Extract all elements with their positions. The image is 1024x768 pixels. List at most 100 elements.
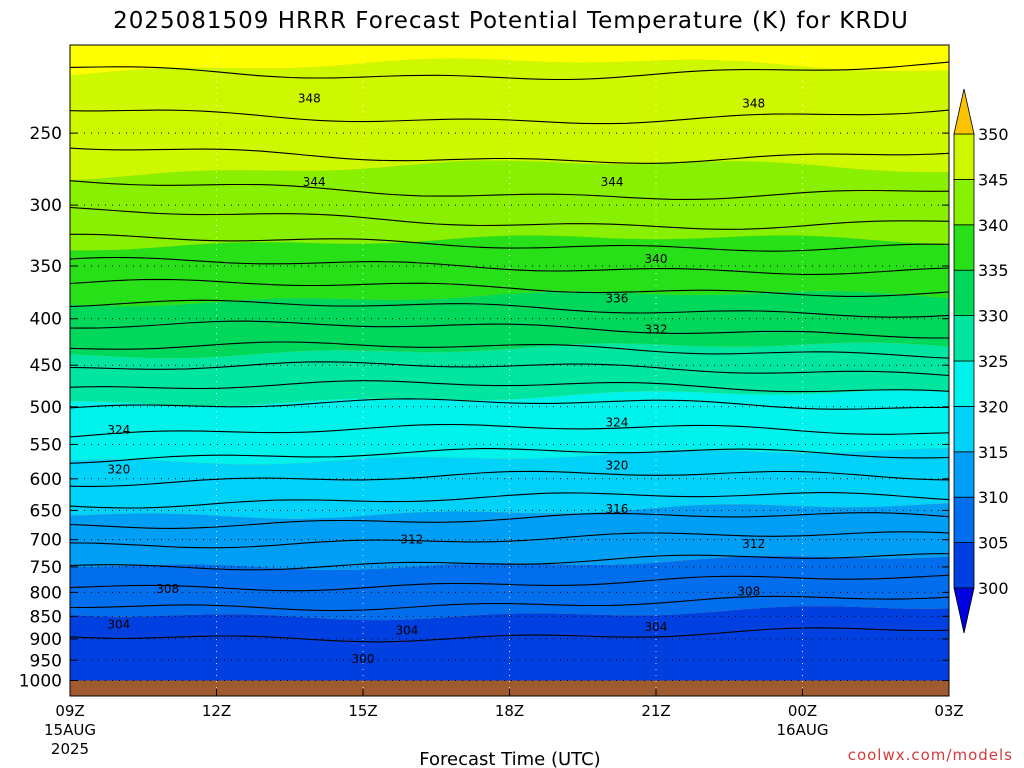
contour-316: [70, 492, 949, 509]
contour-342: [70, 206, 949, 230]
contour-336: [70, 278, 949, 297]
contour-label: 316: [605, 502, 628, 516]
colorbar-tick-label: 315: [978, 443, 1009, 462]
contour-label: 304: [645, 620, 668, 634]
x-tick-date: 15AUG: [44, 721, 96, 739]
contour-306: [70, 595, 949, 612]
fill-band-305-310: [70, 555, 949, 621]
x-tick-label: 15Z: [348, 702, 377, 720]
chart-title: 2025081509 HRRR Forecast Potential Tempe…: [113, 8, 909, 34]
contour-340: [70, 233, 949, 252]
colorbar-segment: [953, 224, 975, 271]
colorbar-segment: [953, 360, 975, 407]
x-tick-label: 09Z: [55, 702, 84, 720]
y-tick-label: 250: [30, 124, 62, 144]
ground-band: [70, 680, 949, 696]
contour-310: [70, 553, 949, 571]
contour-330: [70, 341, 949, 359]
contour-lines: [70, 61, 949, 643]
contour-348: [70, 109, 949, 125]
colorbar-tick-label: 330: [978, 307, 1009, 326]
contour-318: [70, 470, 949, 487]
colorbar-tick-label: 345: [978, 170, 1009, 189]
y-axis: 250 300 350 400 450 500 550 600 650 700 750 800 850 9…: [19, 124, 949, 692]
y-tick-label: 350: [30, 257, 62, 277]
x-tick-year: 2025: [51, 740, 89, 758]
grid-lines: [70, 45, 949, 696]
colorbar-segment: [953, 315, 975, 362]
y-tick-label: 550: [30, 435, 62, 455]
colorbar: 300 305 310 315 320 325 330 335 340 345 350: [953, 88, 1009, 634]
colorbar-tick-label: 300: [978, 579, 1009, 598]
y-tick-label: 800: [30, 583, 62, 603]
colorbar-tick-label: 340: [978, 216, 1009, 235]
y-tick-label: 850: [30, 607, 62, 627]
contour-label: 348: [298, 91, 321, 105]
colorbar-tick-label: 320: [978, 397, 1009, 416]
contour-label: 320: [107, 462, 130, 476]
colorbar-tick-label: 305: [978, 534, 1009, 553]
x-tick-label: 03Z: [934, 702, 963, 720]
fill-band-340-345: [70, 160, 949, 251]
contour-label: 324: [107, 423, 130, 437]
contour-label: 308: [737, 584, 760, 598]
contour-label: 312: [742, 537, 765, 551]
contour-label: 348: [742, 97, 765, 111]
colorbar-segment: [953, 269, 975, 317]
colorbar-tick-label: 350: [978, 125, 1009, 144]
colorbar-segment: [953, 451, 975, 498]
x-tick-label: 00Z: [788, 702, 817, 720]
y-tick-label: 1000: [19, 672, 62, 692]
colorbar-segment: [953, 405, 975, 453]
contour-label: 340: [645, 252, 668, 266]
contour-label: 308: [156, 582, 179, 596]
contour-334: [70, 299, 949, 318]
y-tick-label: 750: [30, 558, 62, 578]
contour-350: [70, 61, 949, 81]
colorbar-segment: [953, 542, 975, 589]
contour-label: 344: [601, 175, 624, 189]
fill-band-320-325: [70, 390, 949, 465]
contour-320: [70, 448, 949, 464]
contour-322: [70, 423, 949, 438]
fill-band-310-315: [70, 503, 949, 570]
colorbar-tick-label: 335: [978, 261, 1009, 280]
colorbar-segment: [953, 133, 975, 180]
contour-label: 336: [605, 291, 628, 305]
fill-band-345-350: [70, 58, 949, 181]
contour-312: [70, 531, 949, 549]
colorbar-segment: [953, 496, 975, 544]
fill-band-325-330: [70, 342, 949, 407]
y-tick-label: 400: [30, 310, 62, 330]
contour-label: 324: [605, 415, 628, 429]
contour-308: [70, 574, 949, 592]
contour-304: [70, 627, 949, 643]
contour-328: [70, 361, 949, 377]
colorbar-upper-arrow: [953, 88, 975, 135]
y-tick-label: 500: [30, 398, 62, 418]
contour-326: [70, 380, 949, 393]
contour-346: [70, 147, 949, 164]
contour-338: [70, 256, 949, 275]
contour-314: [70, 512, 949, 529]
y-tick-label: 600: [30, 470, 62, 490]
colorbar-tick-label: 325: [978, 352, 1009, 371]
contour-332: [70, 320, 949, 339]
colorbar-lower-arrow: [953, 587, 975, 634]
contour-label: 320: [605, 458, 628, 472]
contour-label: 304: [107, 618, 130, 632]
x-tick-label: 21Z: [641, 702, 670, 720]
contour-label: 300: [352, 652, 375, 666]
y-tick-label: 900: [30, 630, 62, 650]
colorbar-segment: [953, 178, 975, 226]
y-tick-label: 950: [30, 651, 62, 671]
x-axis-label: Forecast Time (UTC): [419, 749, 600, 768]
y-tick-label: 300: [30, 196, 62, 216]
contour-label: 344: [303, 175, 326, 189]
x-tick-date: 16AUG: [777, 721, 829, 739]
contour-label: 312: [400, 533, 423, 547]
ground-rect: [70, 680, 949, 696]
fill-band-335-340: [70, 235, 949, 307]
